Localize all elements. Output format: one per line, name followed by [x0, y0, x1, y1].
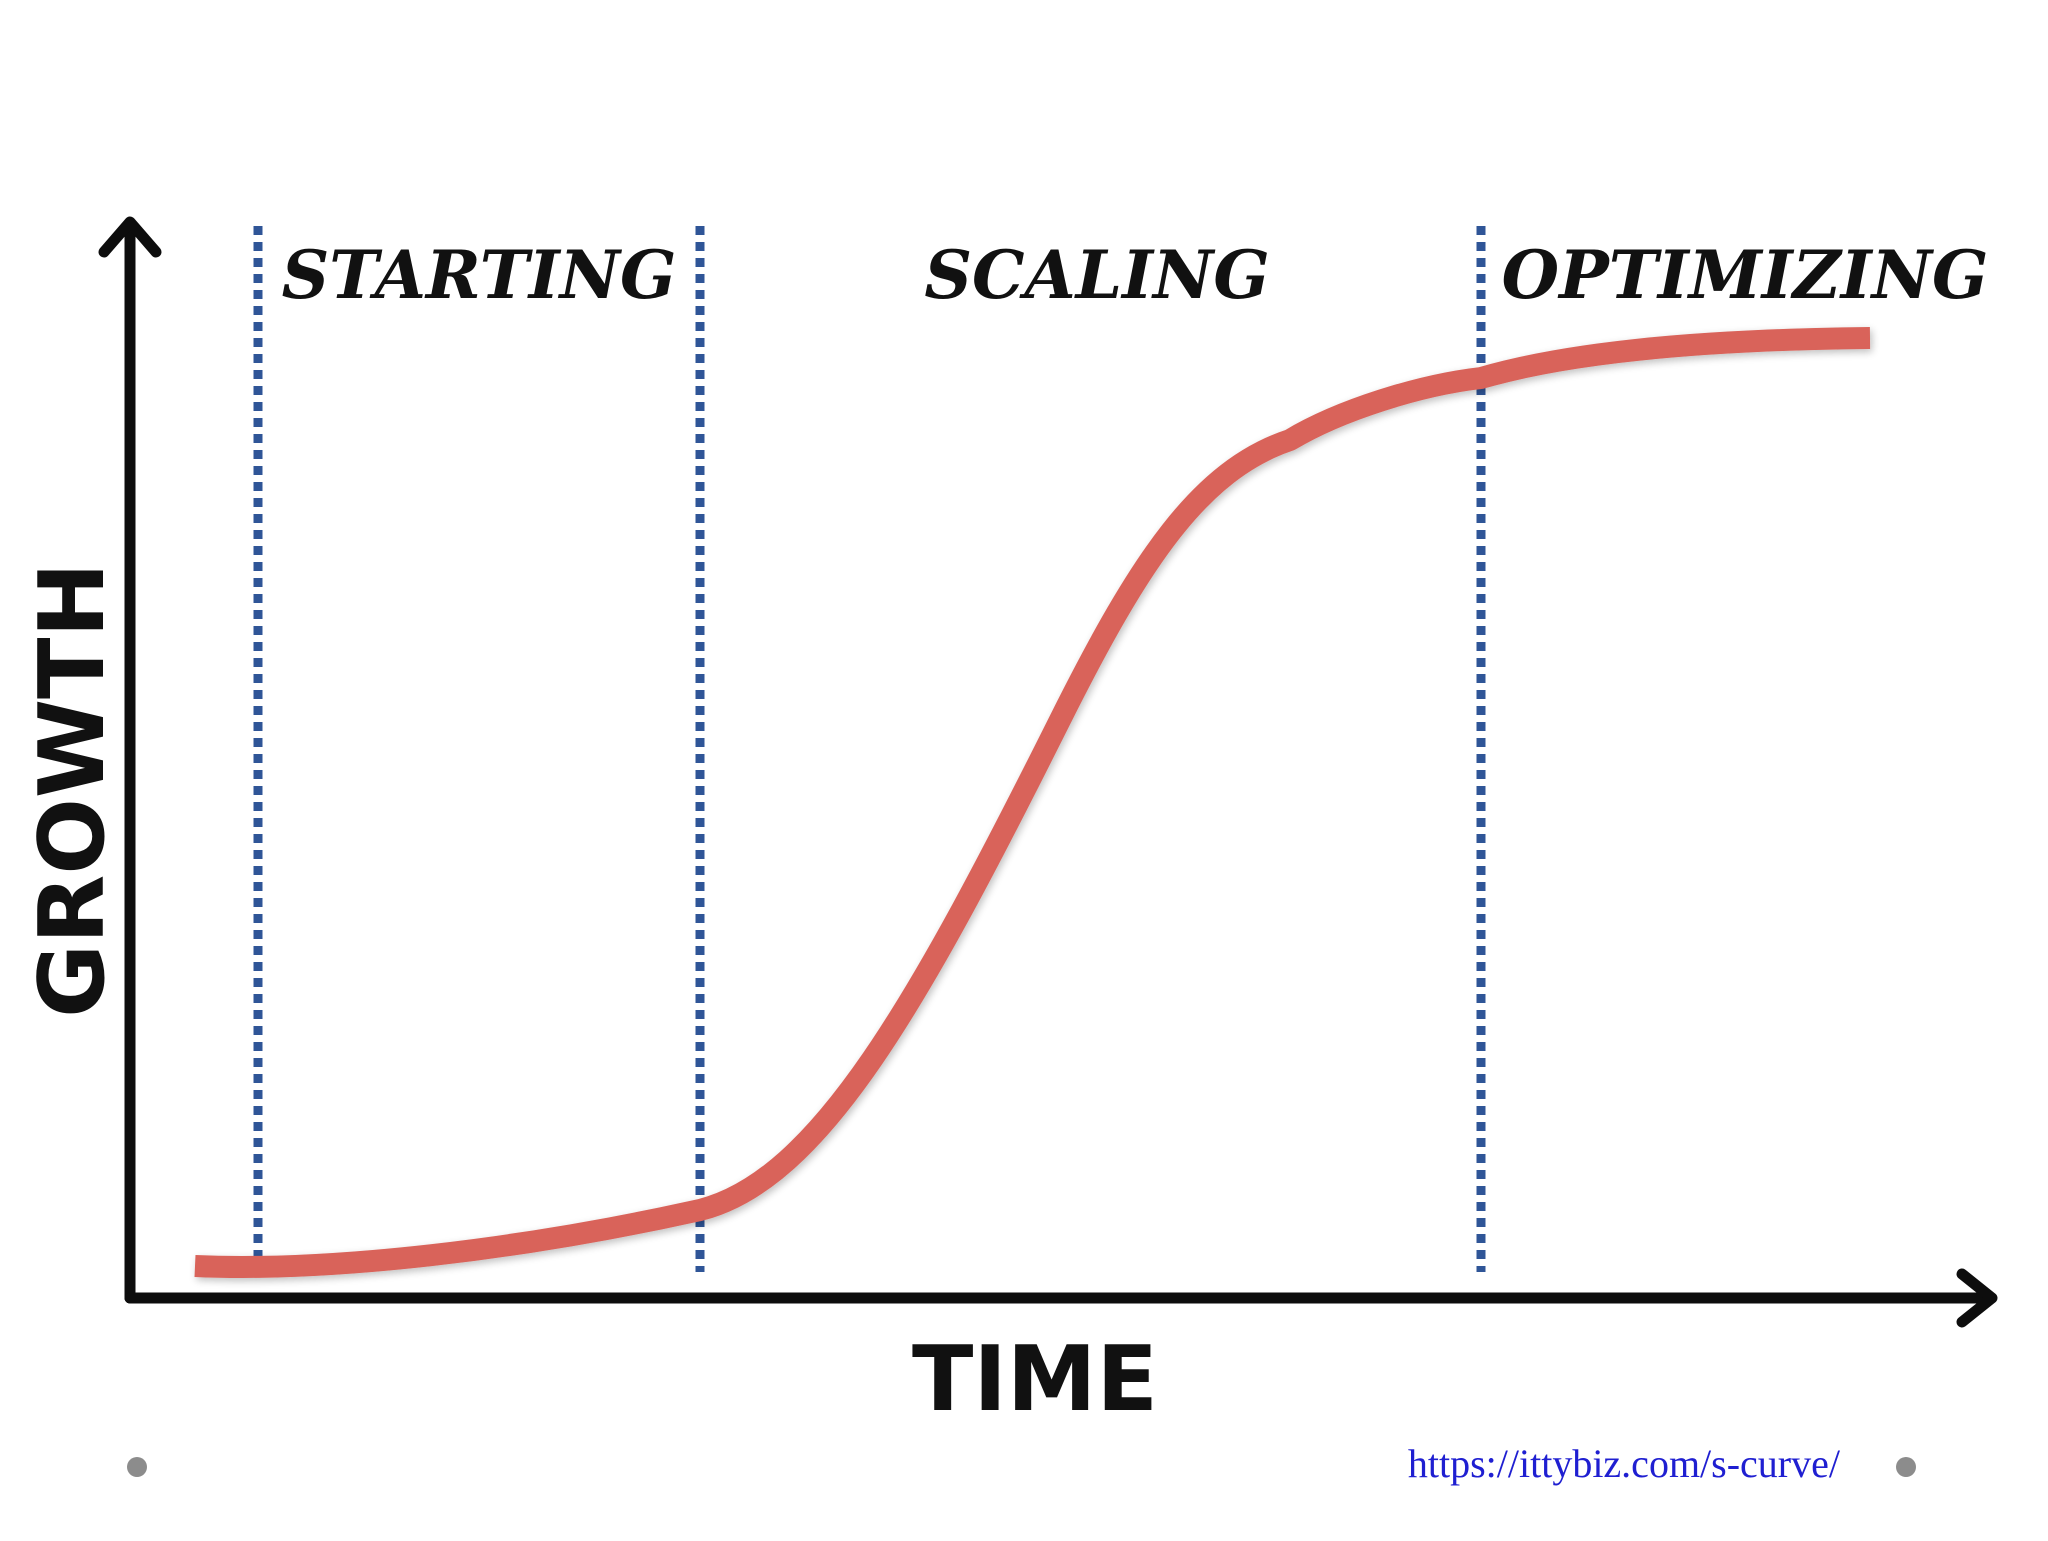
x-axis-arrowhead [1956, 1268, 1998, 1328]
slide-dot-left [127, 1457, 147, 1477]
source-link[interactable]: https://ittybiz.com/s-curve/ [1407, 1441, 1840, 1486]
phase-label-starting: STARTING [282, 236, 677, 314]
phase-label-optimizing: OPTIMIZING [1502, 236, 1989, 314]
slide-dot-right [1896, 1457, 1916, 1477]
s-curve-line [194, 327, 1871, 1278]
y-axis-title: GROWTH [20, 562, 125, 1018]
phase-label-scaling: SCALING [924, 236, 1269, 314]
y-axis-arrowhead [98, 216, 162, 258]
x-axis-title: TIME [912, 1327, 1158, 1432]
